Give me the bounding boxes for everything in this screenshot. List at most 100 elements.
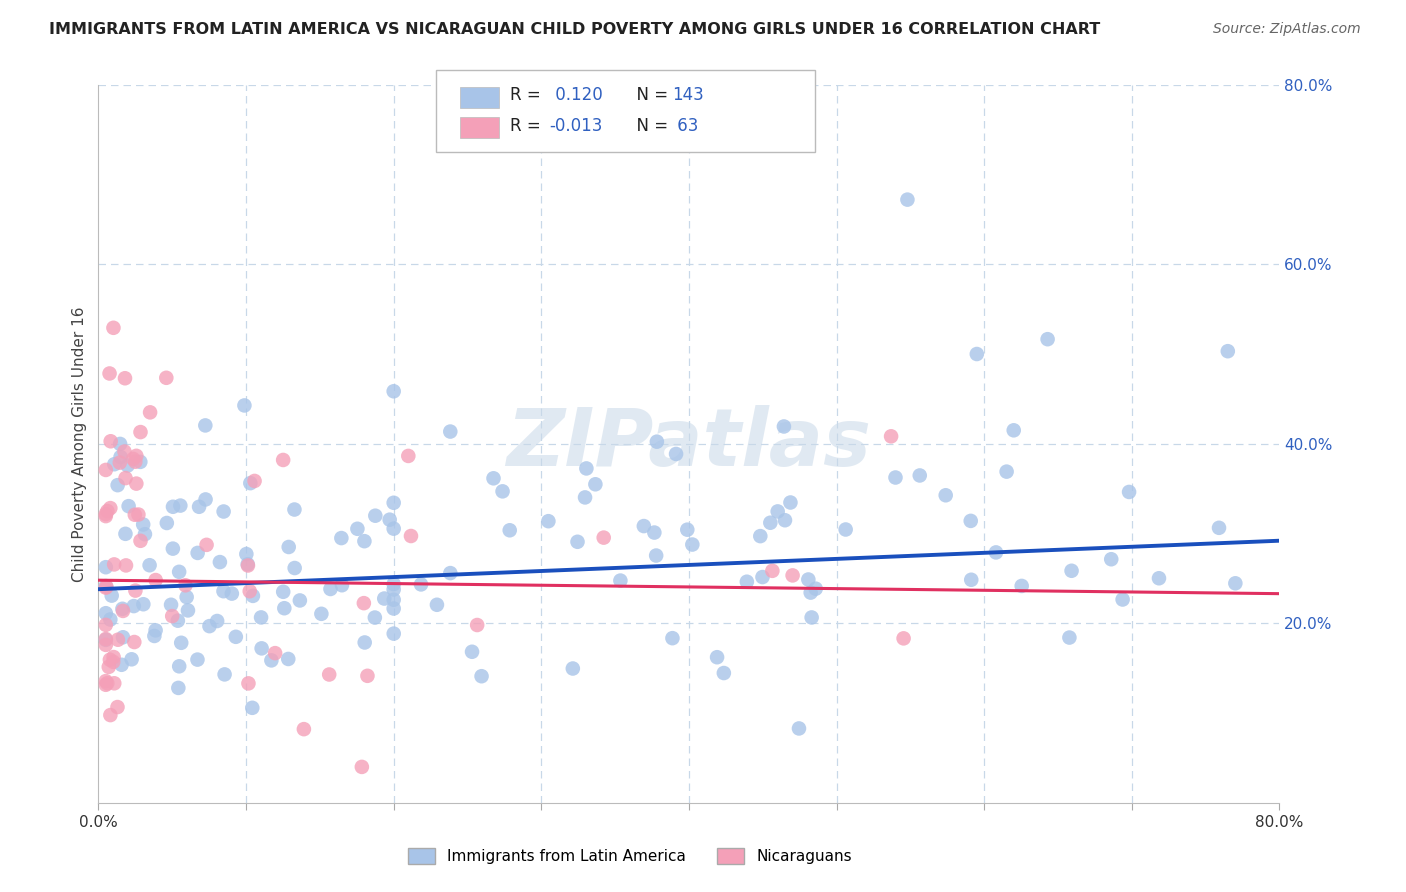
Point (782, 568, 804, 582)
Point (260, 653, 283, 667)
Point (250, 641, 273, 656)
Point (97, 660, 120, 674)
Point (122, 599, 145, 613)
Point (205, 614, 228, 628)
Point (382, 577, 405, 591)
Text: -0.013: -0.013 (550, 117, 603, 135)
Point (162, 500, 184, 514)
Point (103, 558, 125, 572)
Point (103, 676, 125, 690)
Point (117, 458, 139, 473)
Point (273, 601, 295, 615)
Point (353, 534, 375, 549)
Point (236, 558, 259, 572)
Point (787, 722, 810, 736)
Point (800, 585, 823, 599)
Point (145, 624, 167, 638)
Point (482, 471, 505, 485)
Point (373, 591, 395, 606)
Point (277, 652, 299, 666)
Point (283, 502, 305, 516)
Point (766, 504, 789, 518)
Point (110, 450, 132, 464)
Point (264, 646, 287, 660)
Point (959, 514, 981, 528)
Point (94, 463, 117, 477)
Point (681, 537, 703, 551)
Point (319, 582, 342, 596)
Point (100, 434, 122, 449)
Point (129, 533, 152, 548)
Point (330, 531, 353, 545)
Point (114, 526, 136, 541)
Point (170, 636, 193, 650)
Point (107, 478, 129, 492)
Point (499, 523, 522, 537)
Point (160, 609, 183, 624)
Point (643, 525, 665, 540)
Point (984, 545, 1007, 559)
Point (396, 449, 419, 463)
Point (292, 722, 315, 736)
Point (132, 597, 155, 611)
Point (214, 667, 236, 681)
Point (94, 581, 117, 595)
Point (124, 508, 146, 522)
Point (124, 635, 146, 649)
Point (471, 669, 494, 683)
Text: R =: R = (510, 117, 547, 135)
Point (426, 598, 449, 612)
Point (665, 447, 688, 461)
Point (574, 491, 596, 505)
Point (121, 652, 143, 666)
Point (94, 618, 117, 632)
Point (250, 610, 273, 624)
Point (645, 549, 668, 563)
Point (896, 193, 918, 207)
Point (134, 527, 156, 541)
Text: Source: ZipAtlas.com: Source: ZipAtlas.com (1213, 22, 1361, 37)
Point (382, 601, 405, 615)
Point (706, 650, 728, 665)
Point (114, 444, 136, 458)
Point (117, 499, 139, 513)
Point (1060, 564, 1083, 578)
Point (103, 650, 125, 665)
Point (98, 653, 121, 667)
Point (125, 449, 148, 463)
Point (633, 519, 655, 533)
Point (115, 558, 138, 573)
Point (1111, 592, 1133, 607)
Point (94, 606, 117, 620)
Y-axis label: Child Poverty Among Girls Under 16: Child Poverty Among Girls Under 16 (72, 306, 87, 582)
Text: N =: N = (626, 87, 673, 104)
Point (187, 546, 209, 560)
Point (751, 570, 773, 584)
Point (491, 484, 513, 499)
Point (94, 638, 117, 652)
Point (382, 496, 405, 510)
Point (236, 558, 259, 573)
Point (107, 632, 129, 647)
Point (759, 516, 782, 530)
Point (143, 629, 166, 643)
Point (107, 700, 129, 714)
Point (98, 501, 121, 516)
Point (1208, 521, 1230, 535)
Point (834, 523, 856, 537)
Point (167, 565, 190, 579)
Point (94, 507, 117, 521)
Point (773, 419, 796, 434)
Point (194, 418, 217, 433)
Point (382, 626, 405, 640)
Point (103, 457, 125, 471)
Point (567, 534, 589, 549)
Point (145, 573, 167, 587)
Point (439, 566, 461, 580)
Point (94, 579, 117, 593)
Point (318, 667, 340, 681)
Point (645, 434, 668, 449)
Point (239, 476, 262, 491)
Text: 63: 63 (672, 117, 699, 135)
Point (399, 529, 422, 543)
